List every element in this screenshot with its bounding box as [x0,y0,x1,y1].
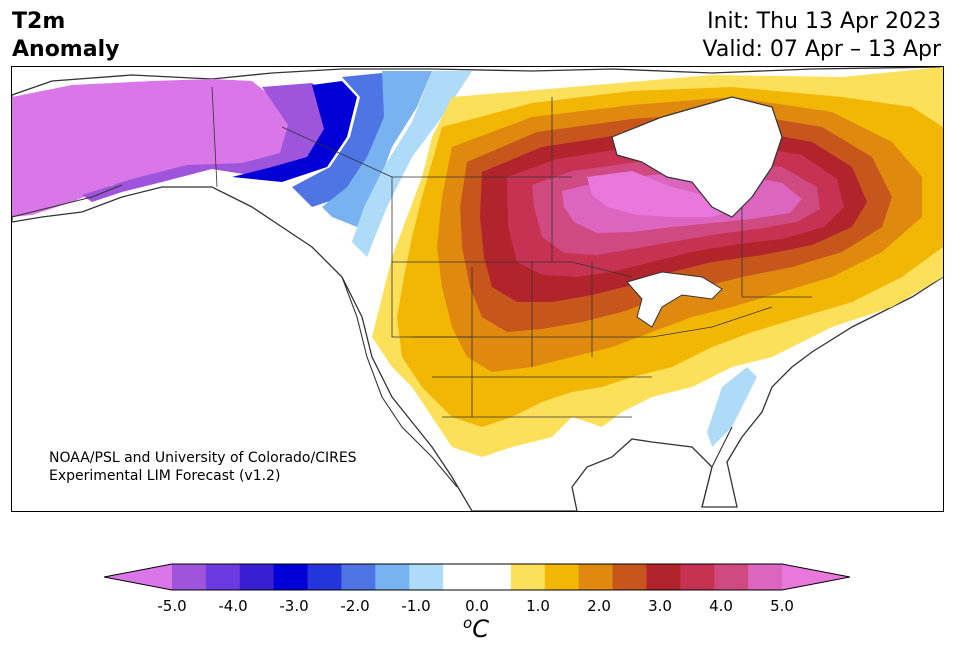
colorbar-tick-label: 2.0 [587,597,611,615]
colorbar [104,563,850,591]
colorbar-segment [510,564,546,590]
colorbar-segment [205,564,241,590]
alaska-cold-magenta [12,79,292,217]
political-borders [211,86,812,418]
colorbar-segment [307,564,342,590]
colorbar-tick-label: -1.0 [401,597,431,615]
colorbar-tick-label: 4.0 [709,597,733,615]
alaska-cold-deep-blue [232,81,357,182]
colorbar-segment [172,564,207,590]
colorbar-segment [477,564,512,590]
colorbar-segment [748,564,783,590]
credit-line-1: NOAA/PSL and University of Colorado/CIRE… [49,450,357,466]
colorbar-segment [273,564,309,590]
init-date: Init: Thu 13 Apr 2023 [707,9,941,34]
title-quantity: Anomaly [12,37,120,62]
colorbar-outline [104,563,850,591]
warm-core-max [587,171,742,217]
colorbar-segment [578,564,614,590]
colorbar-tick-label: -3.0 [279,597,309,615]
canada-west-pale-blue [352,71,472,257]
credit-line-2: Experimental LIM Forecast (v1.2) [49,468,281,484]
title-block: T2m Anomaly [12,8,119,64]
title-variable: T2m [12,9,66,34]
colorbar-extend-min [104,564,172,590]
colorbar-segment [239,564,275,590]
colorbar-segment [409,564,444,590]
colorbar-segment [714,564,749,590]
florida-cool-patch [707,367,757,447]
credit-text: NOAA/PSL and University of Colorado/CIRE… [49,449,357,485]
unit-letter: C [472,615,489,643]
colorbar-segment [443,564,478,590]
date-block: Init: Thu 13 Apr 2023 Valid: 07 Apr – 13… [703,8,942,64]
colorbar-segment [375,564,410,590]
alaska-cold-blue [292,73,392,207]
colorbar-unit: oC [463,614,489,643]
colorbar-tick-label: -4.0 [218,597,248,615]
colorbar-extend-max [782,564,850,590]
colorbar-tick-label: 3.0 [648,597,672,615]
colorbar-tick-label: 1.0 [526,597,550,615]
colorbar-segment [544,564,580,590]
coastlines [12,184,733,508]
colorbar-segment [646,564,681,590]
colorbar-tick-label: -2.0 [340,597,370,615]
colorbar-tick-label: -5.0 [157,597,187,615]
unit-degree: o [463,614,473,632]
colorbar-segment [612,564,647,590]
anomaly-map [11,66,944,512]
great-lakes [626,271,723,328]
colorbar-tick-label: 5.0 [770,597,794,615]
map-svg [12,67,943,511]
valid-range: Valid: 07 Apr – 13 Apr [702,37,942,62]
colorbar-segment [341,564,376,590]
colorbar-tick-label: 0.0 [465,597,489,615]
canada-west-light-blue [322,71,432,227]
colorbar-segment [680,564,715,590]
